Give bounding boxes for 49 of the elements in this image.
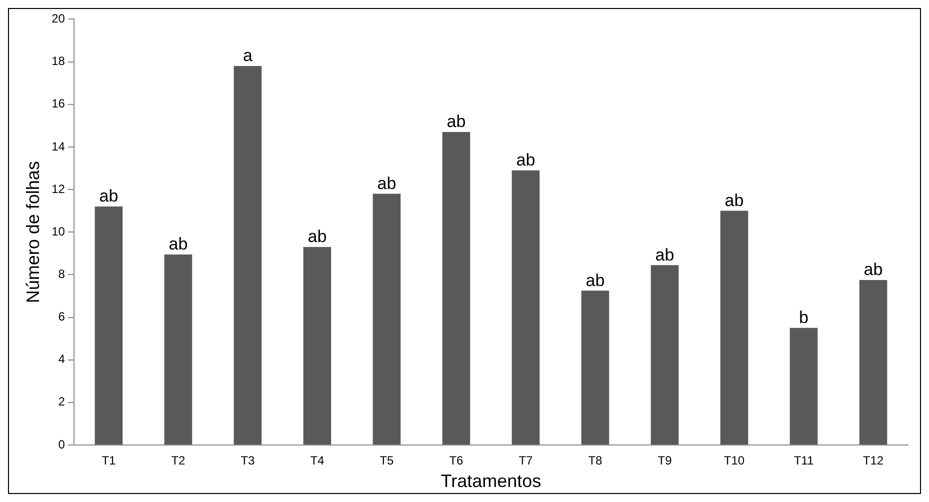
x-tick-label: T11 — [794, 454, 814, 468]
y-tick-label: 10 — [52, 224, 66, 238]
y-tick-label: 2 — [58, 394, 66, 409]
annotation: ab — [168, 234, 188, 254]
annotation: ab — [655, 245, 674, 264]
bar — [650, 265, 679, 444]
x-tick-label: T2 — [171, 454, 186, 468]
y-tick-label: 4 — [58, 352, 66, 366]
annotation: a — [242, 46, 253, 66]
bar — [234, 66, 262, 444]
annotation: ab — [516, 150, 536, 170]
bar — [512, 170, 540, 444]
bar — [790, 328, 818, 444]
annotation: ab — [864, 260, 883, 280]
x-tick-label: T8 — [588, 454, 603, 468]
x-tick-label: T4 — [310, 454, 325, 468]
annotation: ab — [724, 190, 744, 210]
x-tick-label: T6 — [449, 454, 464, 468]
y-tick-label: 6 — [58, 310, 66, 324]
y-tick-label: 8 — [58, 266, 66, 281]
x-axis-title: Tratamentos — [440, 471, 542, 492]
x-tick-label: T7 — [518, 454, 534, 468]
y-tick-label: 20 — [52, 12, 66, 26]
bar — [94, 206, 123, 444]
y-tick-label: 18 — [52, 54, 66, 68]
annotation: ab — [99, 186, 118, 206]
annotation: b — [799, 308, 808, 328]
x-tick-label: T9 — [658, 454, 672, 468]
y-tick-label: 14 — [52, 139, 66, 154]
bar — [164, 254, 192, 444]
bar — [372, 194, 401, 444]
y-axis-title: Número de folhas — [22, 161, 43, 304]
bar — [442, 132, 470, 444]
x-tick-label: T1 — [102, 454, 116, 468]
annotation: ab — [308, 227, 327, 246]
y-tick-label: 0 — [58, 437, 66, 452]
bar — [303, 247, 332, 444]
x-tick-label: T10 — [724, 454, 745, 468]
x-tick-label: T3 — [240, 454, 256, 468]
x-tick-label: T12 — [862, 454, 884, 468]
bar — [859, 280, 888, 444]
x-tick-label: T5 — [380, 454, 394, 468]
y-tick-label: 12 — [52, 182, 66, 196]
annotation: ab — [586, 270, 605, 290]
bar — [581, 290, 610, 444]
bar — [720, 210, 748, 444]
annotation: ab — [377, 174, 396, 193]
y-tick-label: 16 — [52, 96, 66, 111]
annotation: ab — [446, 112, 466, 132]
